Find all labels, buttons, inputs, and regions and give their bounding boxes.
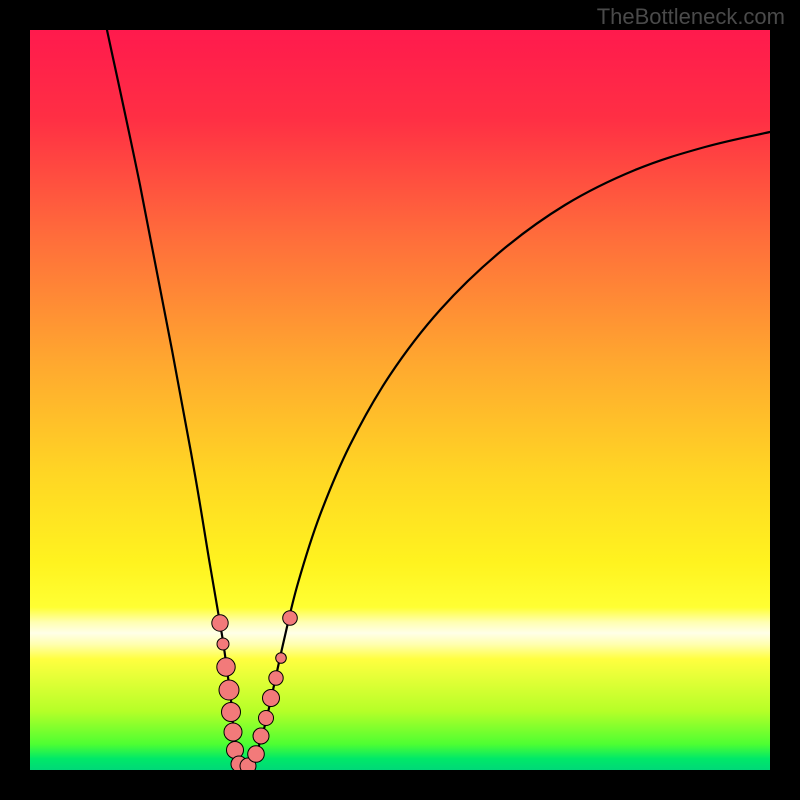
data-marker (217, 638, 229, 650)
data-marker (248, 746, 265, 763)
data-marker (217, 658, 235, 676)
data-marker (222, 703, 241, 722)
data-marker (212, 615, 228, 631)
plot-background-gradient (30, 30, 770, 770)
data-marker (269, 671, 283, 685)
data-marker (263, 690, 280, 707)
chart-root: TheBottleneck.com (0, 0, 800, 800)
attribution-text: TheBottleneck.com (597, 4, 785, 29)
data-marker (283, 611, 298, 626)
data-marker (224, 723, 242, 741)
data-marker (259, 711, 274, 726)
data-marker (219, 680, 239, 700)
data-marker (253, 728, 269, 744)
data-marker (276, 653, 287, 664)
chart-svg: TheBottleneck.com (0, 0, 800, 800)
